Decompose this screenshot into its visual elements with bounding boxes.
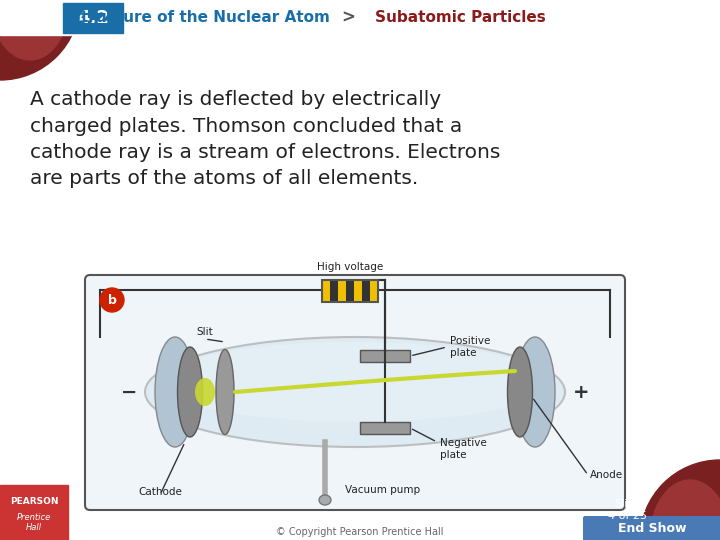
- Bar: [322, 280, 330, 302]
- Text: −: −: [121, 382, 137, 402]
- Text: PEARSON: PEARSON: [10, 497, 58, 507]
- Ellipse shape: [160, 342, 550, 422]
- Ellipse shape: [0, 0, 70, 60]
- Ellipse shape: [145, 337, 565, 447]
- Text: Prentice: Prentice: [17, 514, 51, 523]
- Bar: [0, 0, 720, 35]
- Ellipse shape: [216, 349, 234, 435]
- Text: End Show: End Show: [618, 523, 686, 536]
- Bar: [360, 422, 410, 434]
- Ellipse shape: [650, 480, 720, 540]
- Text: Anode: Anode: [590, 470, 623, 480]
- Bar: [362, 280, 370, 302]
- Text: Slit: Slit: [197, 327, 213, 337]
- Bar: [346, 280, 354, 302]
- Text: Vacuum pump: Vacuum pump: [345, 485, 420, 495]
- Ellipse shape: [515, 337, 555, 447]
- Text: A cathode ray is deflected by electrically
charged plates. Thomson concluded tha: A cathode ray is deflected by electrical…: [30, 90, 500, 188]
- FancyBboxPatch shape: [85, 275, 625, 510]
- Circle shape: [100, 288, 124, 312]
- Text: Positive
plate: Positive plate: [450, 336, 490, 358]
- Bar: [370, 280, 378, 302]
- Text: >: >: [341, 9, 355, 27]
- Ellipse shape: [155, 337, 195, 447]
- FancyBboxPatch shape: [583, 516, 720, 540]
- Text: Cathode: Cathode: [138, 487, 182, 497]
- Text: Hall: Hall: [26, 523, 42, 532]
- Bar: [322, 280, 378, 302]
- Ellipse shape: [640, 460, 720, 540]
- Text: +: +: [573, 382, 590, 402]
- Ellipse shape: [195, 378, 215, 406]
- Text: b: b: [107, 294, 117, 307]
- Text: High voltage: High voltage: [317, 262, 383, 272]
- Ellipse shape: [319, 495, 331, 505]
- Text: Slide
4 of 25: Slide 4 of 25: [608, 499, 647, 521]
- Text: 4.2: 4.2: [77, 9, 109, 27]
- Bar: [0, 485, 68, 540]
- Bar: [330, 280, 338, 302]
- Text: © Copyright Pearson Prentice Hall: © Copyright Pearson Prentice Hall: [276, 527, 444, 537]
- Text: Subatomic Particles: Subatomic Particles: [374, 10, 545, 25]
- Text: Negative
plate: Negative plate: [440, 438, 487, 460]
- Ellipse shape: [178, 347, 202, 437]
- Bar: [63, 3, 123, 33]
- Ellipse shape: [508, 347, 533, 437]
- Text: Structure of the Nuclear Atom: Structure of the Nuclear Atom: [70, 10, 330, 25]
- Bar: [360, 350, 410, 362]
- Bar: [338, 280, 346, 302]
- Ellipse shape: [0, 0, 80, 80]
- Bar: [354, 280, 362, 302]
